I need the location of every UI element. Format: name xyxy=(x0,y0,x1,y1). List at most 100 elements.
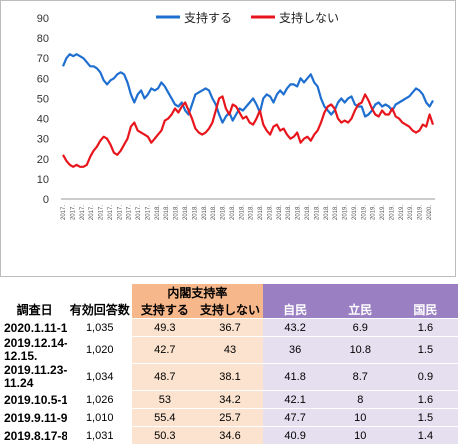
table-header-blank xyxy=(262,284,328,301)
table-group-header-row: 内閣支持率 xyxy=(2,284,458,301)
x-tick-label: 2018. xyxy=(324,205,330,220)
x-tick-label: 2018. xyxy=(249,205,255,220)
table-header-blank xyxy=(327,284,393,301)
x-tick-label: 2018. xyxy=(314,205,320,220)
row-ldp: 40.9 xyxy=(262,426,328,444)
row-cdp: 8.7 xyxy=(327,363,393,391)
row-responses: 1,034 xyxy=(67,363,133,391)
x-tick-label: 2019. xyxy=(371,205,377,220)
column-header-responses: 有効回答数 xyxy=(69,303,130,317)
row-cdp: 6.9 xyxy=(327,318,393,337)
series-line-oppose xyxy=(62,93,435,168)
x-tick-label: 2017. xyxy=(127,205,133,220)
row-support: 50.3 xyxy=(132,426,198,444)
row-date: 2020.1.11-1.12 xyxy=(2,318,68,337)
x-tick-label: 2018. xyxy=(268,205,274,220)
x-tick-label: 2017. xyxy=(108,205,114,220)
row-support: 48.7 xyxy=(132,363,198,391)
x-tick-label: 2018. xyxy=(174,205,180,220)
row-date: 2019.10.5-10.6 xyxy=(2,390,68,409)
column-header-ldp: 自民 xyxy=(262,301,328,319)
row-oppose: 25.7 xyxy=(197,408,263,427)
row-oppose: 38.1 xyxy=(197,363,263,391)
column-header-support: 支持する xyxy=(132,301,198,319)
table-row: 2020.1.11-1.12 1,035 49.3 36.7 43.2 6.9 … xyxy=(2,318,458,337)
row-date: 2019.9.11-9.12 xyxy=(2,408,68,427)
x-tick-label: 2018. xyxy=(239,205,245,220)
y-tick-label: 80 xyxy=(37,33,49,45)
x-tick-label: 2017. xyxy=(136,205,142,220)
row-oppose: 36.7 xyxy=(197,318,263,337)
x-tick-label: 2019. xyxy=(343,205,349,220)
row-date: 2019.11.23-11.24 xyxy=(2,363,68,391)
x-tick-label: 2018. xyxy=(202,205,208,220)
legend-label: 支持しない xyxy=(279,10,339,25)
x-tick-label: 2018. xyxy=(258,205,264,220)
x-tick-label: 2019. xyxy=(361,205,367,220)
x-tick-label: 2019. xyxy=(380,205,386,220)
table-header-blank xyxy=(2,284,67,301)
table-header-blank xyxy=(392,284,458,301)
row-cdp: 10 xyxy=(327,426,393,444)
chart-frame: 0 10 20 30 40 50 60 70 80 90 支持する 支持しない 2017. 2017. 20… xyxy=(0,0,456,277)
x-tick-label: 2017. xyxy=(89,205,95,220)
row-oppose: 34.6 xyxy=(197,426,263,444)
column-header-dpfp: 国民 xyxy=(392,301,458,319)
row-dpfp: 0.9 xyxy=(392,363,458,391)
y-tick-label: 0 xyxy=(43,194,49,206)
y-tick-label: 30 xyxy=(37,134,49,146)
row-ldp: 36 xyxy=(262,336,328,364)
row-ldp: 43.2 xyxy=(262,318,328,337)
x-tick-label: 2018. xyxy=(305,205,311,220)
row-support: 49.3 xyxy=(132,318,198,337)
y-tick-label: 90 xyxy=(37,13,49,25)
row-cdp: 10 xyxy=(327,408,393,427)
row-ldp: 47.7 xyxy=(262,408,328,427)
x-tick-label: 2018. xyxy=(286,205,292,220)
x-tick-label: 2018. xyxy=(277,205,283,220)
x-tick-label: 2017. xyxy=(80,205,86,220)
row-dpfp: 1.6 xyxy=(392,318,458,337)
row-support: 42.7 xyxy=(132,336,198,364)
legend-label: 支持する xyxy=(184,10,232,25)
y-tick-label: 10 xyxy=(37,174,49,186)
table-header-blank xyxy=(67,284,132,301)
row-responses: 1,035 xyxy=(67,318,133,337)
x-tick-label: 2019. xyxy=(408,205,414,220)
x-tick-label: 2017. xyxy=(99,205,105,220)
table-row: 2019.8.17-8.18 1,031 50.3 34.6 40.9 10 1… xyxy=(2,426,458,444)
row-dpfp: 1.6 xyxy=(392,390,458,409)
x-tick-label: 2018. xyxy=(164,205,170,220)
row-dpfp: 1.5 xyxy=(392,336,458,364)
row-dpfp: 1.5 xyxy=(392,408,458,427)
x-tick-label: 2017. xyxy=(117,205,123,220)
row-oppose: 43 xyxy=(197,336,263,364)
y-tick-label: 50 xyxy=(37,93,49,105)
x-tick-label: 2018. xyxy=(155,205,161,220)
row-date: 2019.12.14-12.15. xyxy=(2,336,68,364)
table-column-header-row: 調査日 有効回答数 支持する 支持しない 自民 立民 国民 xyxy=(2,301,458,319)
y-tick-label: 70 xyxy=(37,53,49,65)
column-header-oppose: 支持しない xyxy=(197,301,263,319)
x-tick-label: 2018. xyxy=(230,205,236,220)
cabinet-approval-header: 内閣支持率 xyxy=(132,284,263,301)
row-responses: 1,010 xyxy=(67,408,133,427)
row-responses: 1,031 xyxy=(67,426,133,444)
x-tick-label: 2019. xyxy=(352,205,358,220)
table-row: 2019.11.23-11.24 1,034 48.7 38.1 41.8 8.… xyxy=(2,363,458,391)
y-tick-label: 20 xyxy=(37,154,49,166)
poll-table: 内閣支持率 調査日 有効回答数 支持する 支持しない 自民 立民 国民 2020… xyxy=(2,284,458,444)
x-tick-label: 2018. xyxy=(183,205,189,220)
x-tick-label: 2019. xyxy=(399,205,405,220)
table-row: 2019.12.14-12.15. 1,020 42.7 43 36 10.8 … xyxy=(2,336,458,364)
x-tick-label: 2018. xyxy=(296,205,302,220)
x-tick-label: 2018. xyxy=(333,205,339,220)
x-tick-label: 2018. xyxy=(192,205,198,220)
table-row: 2019.9.11-9.12 1,010 55.4 25.7 47.7 10 1… xyxy=(2,408,458,427)
row-cdp: 8 xyxy=(327,390,393,409)
row-responses: 1,020 xyxy=(67,336,133,364)
row-oppose: 34.2 xyxy=(197,390,263,409)
row-ldp: 42.1 xyxy=(262,390,328,409)
row-dpfp: 1.4 xyxy=(392,426,458,444)
